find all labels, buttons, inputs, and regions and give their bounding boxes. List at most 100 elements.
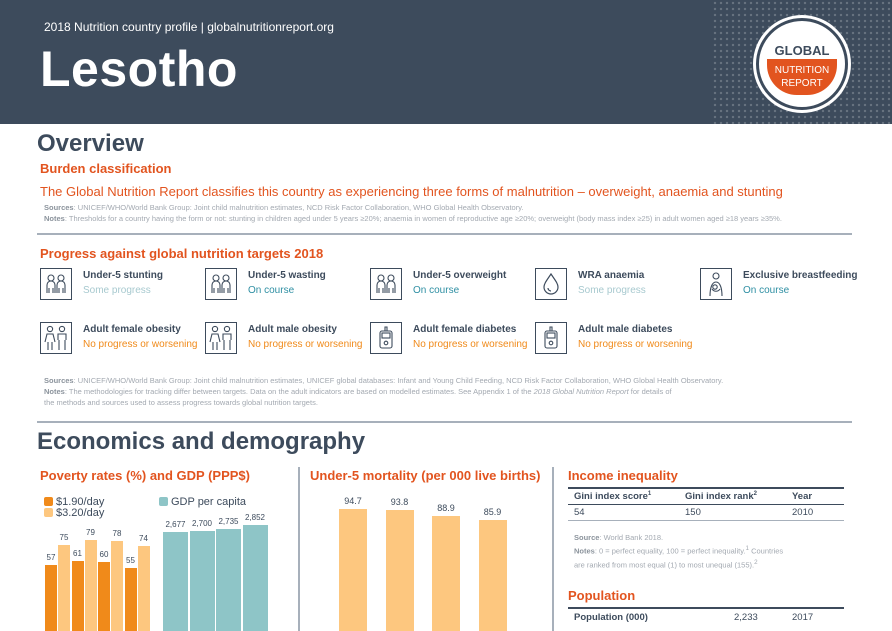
gini-score: 54 <box>574 507 585 518</box>
source-label: Source <box>574 533 600 542</box>
legend-190: $1.90/day <box>44 496 104 508</box>
target-name: WRA anaemia <box>578 270 645 281</box>
poverty-title: Poverty rates (%) and GDP (PPP$) <box>40 468 250 483</box>
mother-baby-icon <box>700 268 732 300</box>
table-rule <box>568 520 844 521</box>
bar-320 <box>111 541 123 631</box>
target-status: Some progress <box>578 285 646 296</box>
target-item: Exclusive breastfeeding On course <box>700 268 865 304</box>
sources2-text: : UNICEF/WHO/World Bank Group: Joint chi… <box>73 376 724 385</box>
bar-mortality <box>339 509 367 631</box>
gini-rank-header: Gini index rank2 <box>685 491 757 502</box>
bar-label: 57 <box>46 553 56 563</box>
divider <box>298 467 300 631</box>
notes-line2: are ranked from most equal (1) to most u… <box>574 560 755 569</box>
sources-label: Sources <box>44 203 74 212</box>
bar-label: 2,700 <box>191 518 213 528</box>
notes-text2: Countries <box>748 546 784 556</box>
burden-title: Burden classification <box>40 161 172 176</box>
bar-gdp <box>216 529 241 631</box>
econ-title: Economics and demography <box>37 428 366 455</box>
target-status: Some progress <box>83 285 151 296</box>
target-name: Under-5 wasting <box>248 270 326 281</box>
blood-drop-icon <box>535 268 567 300</box>
target-status: No progress or worsening <box>248 339 363 350</box>
bar-190 <box>98 562 110 631</box>
bar-label: 79 <box>86 528 95 538</box>
target-name: Adult male obesity <box>248 324 337 335</box>
population-value: 2,233 <box>734 612 758 623</box>
target-item: Adult female diabetes No progress or wors… <box>370 322 535 358</box>
legend-label: $1.90/day <box>56 496 105 508</box>
sup: 1 <box>647 491 652 497</box>
notes-text: : 0 = perfect equality, 100 = perfect in… <box>594 546 746 556</box>
population-label: Population (000) <box>574 612 648 623</box>
bar-label: 2,677 <box>165 519 186 529</box>
gini-year: 2010 <box>792 507 814 518</box>
mortality-title: Under-5 mortality (per 000 live births) <box>310 468 541 483</box>
sources-text: : UNICEF/WHO/World Bank Group: Joint chi… <box>73 203 524 212</box>
header-subtitle: 2018 Nutrition country profile | globaln… <box>44 20 334 34</box>
logo-box: NUTRITION REPORT <box>767 59 837 95</box>
adult-pair-icon <box>40 322 72 354</box>
sup: 1 <box>745 545 749 552</box>
gnr-logo: GLOBAL NUTRITION REPORT <box>756 18 848 110</box>
notes2-text1: : The methodologies for tracking differ … <box>64 387 534 396</box>
header-banner: 2018 Nutrition country profile | globaln… <box>0 0 892 124</box>
overview-title: Overview <box>37 130 144 157</box>
target-name: Under-5 overweight <box>413 270 507 281</box>
income-title: Income inequality <box>568 468 678 483</box>
divider <box>552 467 554 631</box>
source-text: : World Bank 2018. <box>599 533 664 542</box>
bar-label: 85.9 <box>483 507 502 518</box>
gini-score-header: Gini index score1 <box>574 491 651 502</box>
adult-pair-icon <box>205 322 237 354</box>
notes2-label: Notes <box>44 387 65 396</box>
bar-label: 94.7 <box>344 496 362 506</box>
sup: 2 <box>753 491 757 497</box>
bar-label: 60 <box>99 550 109 559</box>
logo-line2: NUTRITION <box>774 65 830 76</box>
overview-sources: Sources: UNICEF/WHO/World Bank Group: Jo… <box>44 202 874 224</box>
bar-gdp <box>242 525 268 631</box>
bar-190 <box>45 565 57 631</box>
sup: 2 <box>754 558 758 566</box>
target-name: Exclusive breastfeeding <box>743 270 858 281</box>
table-rule <box>568 607 844 609</box>
divider <box>37 421 852 423</box>
target-item: WRA anaemia Some progress <box>535 268 700 304</box>
child-pair-icon <box>40 268 72 300</box>
target-item: Under-5 wasting On course <box>205 268 370 304</box>
target-name: Under-5 stunting <box>83 270 163 281</box>
header-text: Gini index score <box>574 491 648 503</box>
progress-title: Progress against global nutrition target… <box>40 246 324 261</box>
progress-sources: Sources: UNICEF/WHO/World Bank Group: Jo… <box>44 375 874 408</box>
bar-label: 2,852 <box>244 513 266 522</box>
bar-gdp <box>163 531 188 631</box>
income-notes: Source: World Bank 2018. Notes: 0 = perf… <box>574 532 844 570</box>
bar-label: 74 <box>139 533 148 543</box>
bar-320 <box>84 540 97 631</box>
burden-text: The Global Nutrition Report classifies t… <box>40 184 783 199</box>
legend-gdp: GDP per capita <box>159 496 246 508</box>
logo-line1: GLOBAL <box>774 43 830 58</box>
bar-190 <box>124 567 137 631</box>
legend-swatch <box>44 497 53 506</box>
bar-mortality <box>432 516 460 631</box>
glucometer-icon <box>370 322 402 354</box>
target-item: Adult female obesity No progress or worse… <box>40 322 205 358</box>
legend-swatch <box>159 497 168 506</box>
bar-190 <box>71 560 84 631</box>
child-pair-icon <box>370 268 402 300</box>
target-status: On course <box>743 285 790 296</box>
notes2-text2: for details of <box>628 387 672 396</box>
target-name: Adult female diabetes <box>413 324 517 335</box>
bar-320 <box>137 545 150 631</box>
bar-label: 78 <box>112 529 122 539</box>
notes-label: Notes <box>574 546 595 556</box>
target-status: No progress or worsening <box>413 339 528 350</box>
notes-text: : Thresholds for a country having the fo… <box>64 214 782 223</box>
target-name: Adult male diabetes <box>578 324 673 335</box>
legend-label: $3.20/day <box>56 507 105 519</box>
notes2-line3: the methods and sources used to assess p… <box>44 398 318 407</box>
